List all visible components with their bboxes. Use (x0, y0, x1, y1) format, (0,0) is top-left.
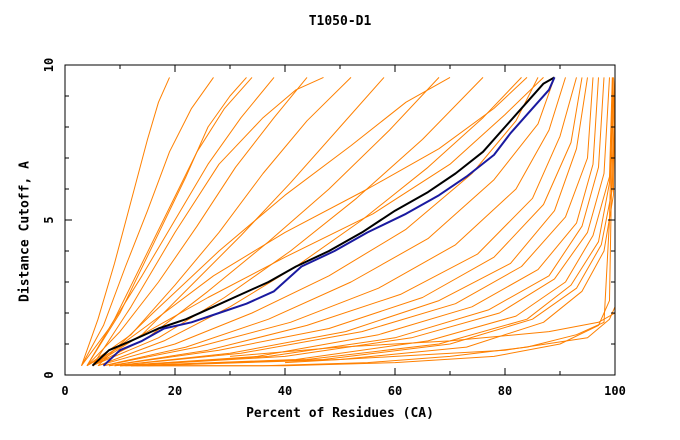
series-line-30 (86, 77, 247, 366)
y-tick-label: 0 (42, 371, 56, 378)
series-line-20 (119, 77, 605, 367)
series-line-27 (131, 77, 614, 367)
series-line-32 (97, 76, 451, 367)
series-line-22 (130, 77, 613, 367)
series-line-1 (102, 76, 556, 367)
series-line-15 (108, 77, 577, 367)
series-line-13 (103, 77, 555, 367)
series-line-23 (136, 77, 616, 367)
series-layer (81, 76, 616, 367)
series-line-29 (229, 312, 616, 357)
series-line-5 (81, 77, 275, 366)
series-line-14 (103, 77, 566, 367)
x-tick-label: 0 (61, 384, 68, 398)
series-line-6 (86, 77, 308, 367)
series-line-8 (92, 77, 385, 367)
x-tick-label: 60 (388, 384, 402, 398)
series-line-18 (114, 77, 594, 367)
x-tick-label: 20 (168, 384, 182, 398)
axis-layer: 0 20 40 60 80 100 0 5 10 (42, 58, 626, 398)
x-tick-label: 40 (278, 384, 292, 398)
series-line-12 (97, 77, 539, 367)
y-axis-label: Distance Cutoff, A (17, 161, 33, 302)
series-line-10 (92, 77, 484, 367)
y-tick-label: 10 (42, 58, 56, 72)
series-line-28 (284, 306, 616, 364)
series-line-17 (114, 77, 588, 367)
series-line-2 (81, 77, 170, 366)
series-line-25 (147, 77, 616, 367)
series-line-0 (91, 76, 555, 367)
series-line-3 (81, 77, 214, 366)
x-tick-label: 80 (498, 384, 512, 398)
series-line-11 (97, 77, 522, 367)
x-axis-label: Percent of Residues (CA) (246, 406, 434, 421)
series-line-31 (92, 76, 324, 366)
series-line-33 (92, 77, 528, 367)
y-tick-label: 5 (42, 216, 56, 223)
series-line-9 (92, 77, 440, 367)
series-line-34 (86, 77, 544, 367)
series-line-16 (108, 77, 583, 367)
series-line-21 (125, 77, 610, 367)
x-tick-label: 100 (604, 384, 626, 398)
chart-title: T1050-D1 (308, 14, 372, 29)
